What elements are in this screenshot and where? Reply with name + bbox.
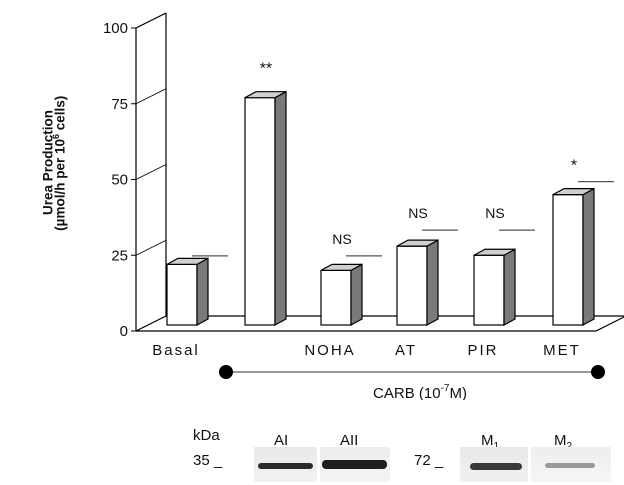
bar-front bbox=[320, 269, 352, 326]
y-tick-depth-line bbox=[135, 12, 167, 29]
bar-front bbox=[244, 97, 276, 326]
bar-side bbox=[426, 239, 439, 327]
blot-lane-label-m1: M1 bbox=[481, 432, 499, 452]
bar-top bbox=[473, 248, 516, 256]
group-label-exponent: -7 bbox=[441, 383, 450, 394]
y-axis-title-open: ( bbox=[52, 226, 68, 231]
y-axis-title-mu: µ bbox=[52, 218, 68, 227]
bar-top bbox=[552, 188, 595, 196]
y-tick-label: 50 bbox=[111, 172, 128, 189]
blot-band-m1 bbox=[470, 463, 522, 470]
bar-annotation: NS bbox=[408, 205, 427, 221]
bar-front bbox=[473, 254, 505, 326]
chart-marks: ** NS NS NS * bbox=[192, 61, 614, 379]
y-tick-depth-line bbox=[135, 315, 167, 332]
bar-front bbox=[396, 245, 428, 326]
y-tick-label: 75 bbox=[111, 96, 128, 113]
chart-bars bbox=[166, 90, 595, 327]
blot-band-ai bbox=[258, 463, 313, 469]
bar-side bbox=[274, 90, 287, 327]
x-tick-label: PIR bbox=[467, 342, 498, 359]
y-tick-label: 25 bbox=[111, 247, 128, 264]
blot-lane-label-aii: AII bbox=[340, 432, 359, 449]
blot-kda-label: kDa bbox=[193, 427, 220, 444]
bar-side bbox=[196, 257, 209, 327]
bar-top bbox=[396, 239, 439, 247]
blot-marker-35: 35 _ bbox=[193, 452, 223, 469]
bar-annotation: ** bbox=[260, 61, 272, 78]
y-axis-title-exponent: 6 bbox=[50, 133, 61, 139]
bar-side bbox=[582, 187, 595, 327]
y-tick-depth-line bbox=[135, 164, 167, 180]
y-tick-depth-line bbox=[135, 239, 167, 256]
x-tick-label: AT bbox=[395, 342, 417, 359]
bar-front bbox=[166, 263, 198, 326]
group-label-prefix: CARB (10 bbox=[373, 385, 441, 400]
bar-top bbox=[166, 257, 209, 265]
x-tick-label: NOHA bbox=[304, 342, 355, 359]
group-label-suffix: M) bbox=[449, 385, 467, 400]
bar-side bbox=[503, 248, 516, 327]
x-tick-label: MET bbox=[543, 342, 581, 359]
bar-annotation: NS bbox=[485, 205, 504, 221]
y-tick-label: 100 bbox=[103, 20, 128, 37]
bar-top bbox=[244, 91, 287, 99]
group-label: CARB (10-7M) bbox=[373, 383, 467, 400]
group-bracket-dot-left bbox=[219, 365, 233, 379]
urea-bar-chart: ** NS NS NS * 0 25 50 75 100 Basal NOHA AT PIR MET CAR… bbox=[103, 12, 624, 400]
bar-annotation: * bbox=[571, 158, 577, 175]
y-axis-title-close: cells) bbox=[52, 95, 68, 134]
y-tick-depth-line bbox=[135, 88, 167, 105]
bar-side bbox=[350, 263, 363, 327]
blot-lane-label-m2: M2 bbox=[554, 432, 572, 452]
y-tick-label: 0 bbox=[120, 323, 128, 340]
bar-front bbox=[552, 194, 584, 326]
chart-frame bbox=[131, 12, 624, 332]
bar-top bbox=[320, 263, 363, 271]
x-tick-label: Basal bbox=[152, 342, 200, 359]
bar-annotation: NS bbox=[332, 231, 351, 247]
y-axis-title-unit: mol/h per 10 bbox=[52, 139, 68, 219]
blot-marker-72: 72 _ bbox=[414, 452, 444, 469]
group-bracket-dot-right bbox=[591, 365, 605, 379]
blot-band-aii bbox=[322, 460, 387, 469]
chart-labels: 0 25 50 75 100 Basal NOHA AT PIR MET CARB (10-7M) bbox=[103, 20, 581, 400]
floor-front-edge bbox=[136, 316, 624, 332]
blot-lane-label-ai: AI bbox=[274, 432, 289, 449]
blot-band-m2 bbox=[545, 463, 595, 468]
y-axis-title-line2: (µmol/h per 106 cells) bbox=[51, 43, 68, 283]
